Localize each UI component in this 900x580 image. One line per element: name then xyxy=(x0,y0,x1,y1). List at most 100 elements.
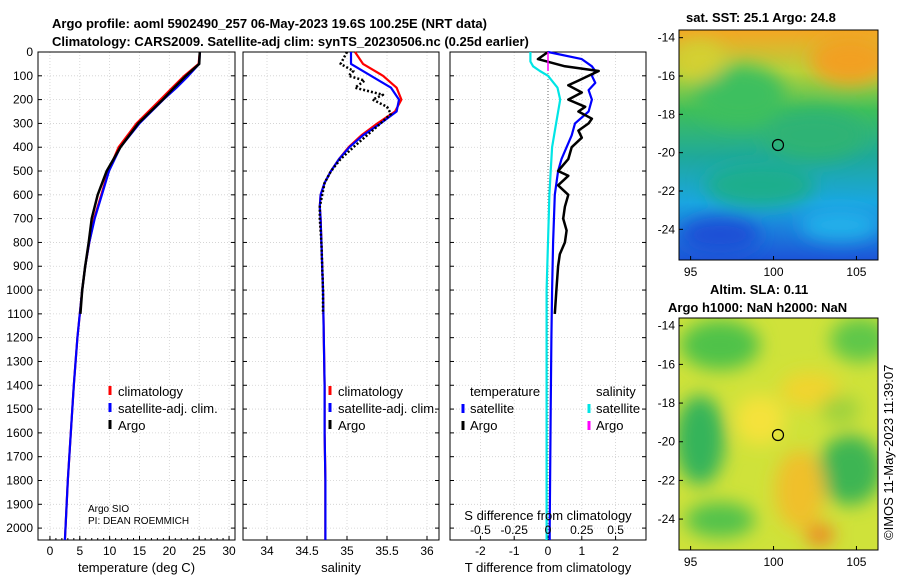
y-tick-label: 1700 xyxy=(6,450,33,464)
y-tick-label: 200 xyxy=(13,93,33,107)
x-tick-label: 35 xyxy=(340,544,354,558)
legend-title-salinity: salinity xyxy=(596,384,636,399)
map-y-tick-label: -20 xyxy=(658,435,676,449)
axes-frame xyxy=(242,51,440,541)
sla-argo-marker xyxy=(771,428,785,442)
map-x-tick-label: 100 xyxy=(764,265,784,279)
y-tick-label: 1600 xyxy=(6,426,33,440)
y-tick-label: 400 xyxy=(13,140,33,154)
legend-label: Argo xyxy=(118,418,145,433)
map-x-tick-label: 105 xyxy=(846,555,866,569)
series-line-t-argo xyxy=(536,50,600,314)
x-tick-label: -1 xyxy=(509,544,520,558)
series-line-satellite-adj-clim- xyxy=(63,51,201,541)
series-line-climatology xyxy=(63,51,201,541)
map-y-tick-label: -22 xyxy=(658,184,676,198)
map-y-tick-label: -18 xyxy=(658,396,676,410)
x-tick-label: 5 xyxy=(76,544,83,558)
y-tick-label: 1000 xyxy=(6,283,33,297)
s-tick-label: -0.5 xyxy=(470,523,491,537)
legend-label: satellite-adj. clim. xyxy=(118,401,218,416)
y-tick-label: 600 xyxy=(13,188,33,202)
legend-label: Argo xyxy=(470,418,497,433)
map-y-tick-label: -24 xyxy=(658,512,676,526)
sst-map-title: sat. SST: 25.1 Argo: 24.8 xyxy=(686,10,836,25)
legend-label: satellite-adj. clim. xyxy=(338,401,438,416)
y-tick-label: 1400 xyxy=(6,378,33,392)
x-tick-label: 0 xyxy=(47,544,54,558)
map-x-tick-label: 100 xyxy=(764,555,784,569)
difference-panel: -2 -1 0 1 2 T difference from climatology temp… xyxy=(449,50,647,575)
series-line-satellite-adj-clim- xyxy=(318,52,401,540)
sla-map-axes: 95 100 105 -14 -16 -18 -20 -22 -24 xyxy=(658,319,867,569)
axes-frame xyxy=(37,51,236,541)
annotation-text: PI: DEAN ROEMMICH xyxy=(88,516,189,527)
y-tick-label: 800 xyxy=(13,235,33,249)
sla-map-title-2: Argo h1000: NaN h2000: NaN xyxy=(668,300,847,315)
map-y-tick-label: -24 xyxy=(658,222,676,236)
x-tick-label: 35.5 xyxy=(375,544,399,558)
legend-label: satellite xyxy=(596,401,640,416)
x-tick-label: 0 xyxy=(545,544,552,558)
sla-map-title-1: Altim. SLA: 0.11 xyxy=(710,282,808,297)
sst-map xyxy=(679,30,878,260)
x-axis-label: T difference from climatology xyxy=(465,560,632,575)
series-line-climatology xyxy=(318,51,403,540)
x-tick-label: 10 xyxy=(103,544,117,558)
x-axis-label-top: S difference from climatology xyxy=(464,508,632,523)
legend-label: Argo xyxy=(596,418,623,433)
x-tick-label: 1 xyxy=(578,544,585,558)
temperature-panel: 0 5 10 15 20 25 300100200300400500600700800900… xyxy=(6,45,236,575)
y-tick-label: 2000 xyxy=(6,521,33,535)
series-line-argo xyxy=(79,51,202,314)
x-axis-label: temperature (deg C) xyxy=(78,560,195,575)
map-y-tick-label: -16 xyxy=(658,69,676,83)
x-tick-label: 30 xyxy=(222,544,236,558)
title-line-1: Argo profile: aoml 5902490_257 06-May-20… xyxy=(52,16,487,31)
map-y-tick-label: -16 xyxy=(658,357,676,371)
map-y-tick-label: -14 xyxy=(658,31,676,45)
y-tick-label: 1500 xyxy=(6,402,33,416)
series-line-argo xyxy=(318,51,393,314)
map-x-tick-label: 105 xyxy=(846,265,866,279)
annotation-text: Argo SIO xyxy=(88,504,129,515)
sst-argo-marker xyxy=(771,138,785,152)
x-tick-label: 34.5 xyxy=(295,544,319,558)
x-axis-label: salinity xyxy=(321,560,361,575)
y-tick-label: 1800 xyxy=(6,473,33,487)
s-tick-label: 0.5 xyxy=(607,523,624,537)
y-tick-label: 1900 xyxy=(6,497,33,511)
s-tick-label: -0.25 xyxy=(501,523,529,537)
x-tick-label: 25 xyxy=(193,544,207,558)
y-tick-label: 0 xyxy=(26,45,33,59)
map-y-tick-label: -22 xyxy=(658,473,676,487)
sla-map xyxy=(679,318,878,550)
legend-label: climatology xyxy=(118,384,184,399)
map-x-tick-label: 95 xyxy=(684,555,698,569)
x-tick-label: 20 xyxy=(163,544,177,558)
x-tick-label: -2 xyxy=(475,544,486,558)
credit-text: ©IMOS 11-May-2023 11:39:07 xyxy=(881,365,896,540)
map-y-tick-label: -18 xyxy=(658,107,676,121)
legend-label: climatology xyxy=(338,384,404,399)
x-tick-label: 36 xyxy=(420,544,434,558)
y-tick-label: 1200 xyxy=(6,331,33,345)
legend-title-temperature: temperature xyxy=(470,384,540,399)
y-tick-label: 700 xyxy=(13,212,33,226)
y-tick-label: 1300 xyxy=(6,354,33,368)
y-tick-label: 1100 xyxy=(7,307,33,321)
legend-label: Argo xyxy=(338,418,365,433)
x-tick-label: 15 xyxy=(133,544,147,558)
y-tick-label: 100 xyxy=(13,69,33,83)
s-tick-label: 0.25 xyxy=(570,523,594,537)
x-tick-label: 2 xyxy=(612,544,619,558)
legend-label: satellite xyxy=(470,401,514,416)
y-tick-label: 900 xyxy=(13,259,33,273)
map-y-tick-label: -20 xyxy=(658,146,676,160)
title-line-2: Climatology: CARS2009. Satellite-adj cli… xyxy=(52,34,529,49)
map-y-tick-label: -14 xyxy=(658,319,676,333)
y-tick-label: 500 xyxy=(13,164,33,178)
map-x-tick-label: 95 xyxy=(684,265,698,279)
x-tick-label: 34 xyxy=(260,544,274,558)
